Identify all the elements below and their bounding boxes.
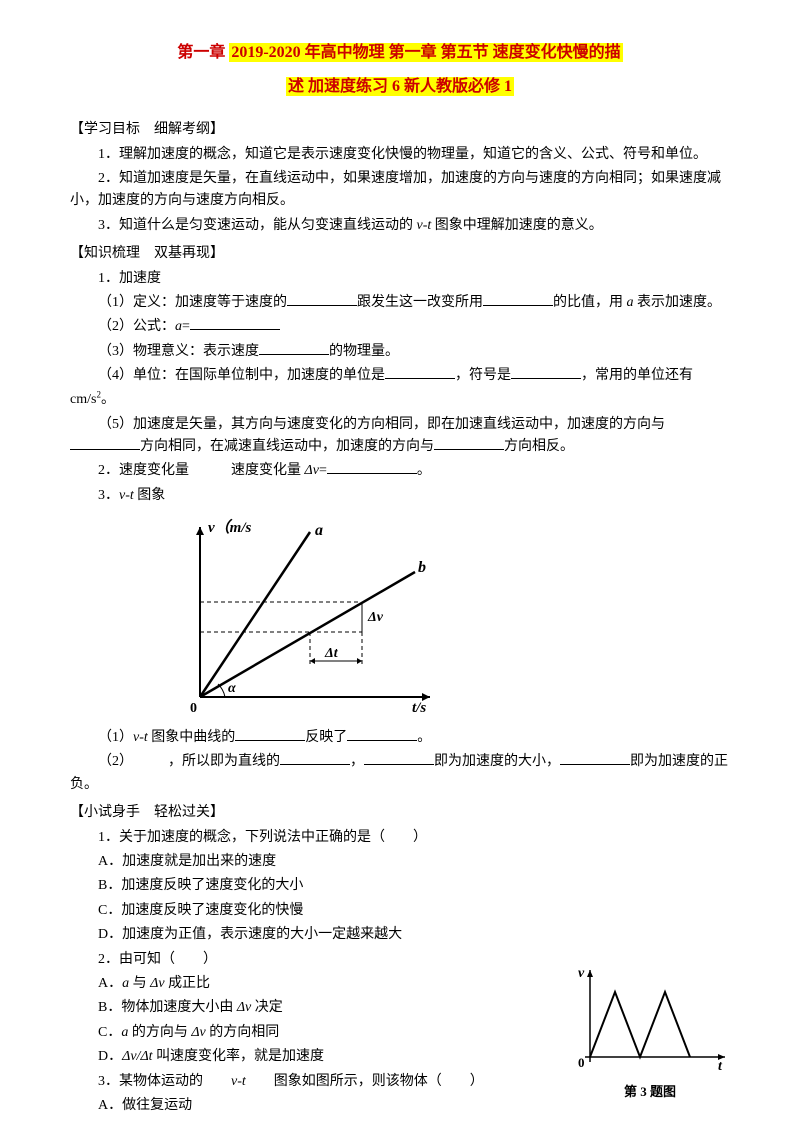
knowledge-2: 2．速度变化量 速度变化量 Δv=。 [70,460,730,482]
k15-pre: （5）加速度是矢量，其方向与速度变化的方向相同，即在加速直线运动中，加速度的方向… [98,417,665,432]
knowledge-1-4: （4）单位：在国际单位制中，加速度的单位是，符号是，常用的单位还有 cm/s2。 [70,365,730,411]
q3-graph: 0 v t 第 3 题图 [570,962,730,1103]
svg-text:t/s: t/s [412,700,426,716]
svg-text:0: 0 [190,701,197,716]
k2-post: 。 [417,463,431,478]
knowledge-1-2: （2）公式：a= [70,316,730,338]
objectives-header: 【学习目标 细解考纲】 [70,119,730,141]
k14-mid: ，符号是 [455,368,511,383]
knowledge-header: 【知识梳理 双基再现】 [70,243,730,265]
k15-mid: 方向相同，在减速直线运动中，加速度的方向与 [140,439,434,454]
q1: 1．关于加速度的概念，下列说法中正确的是（ ） [70,827,730,849]
title-prefix: 第一章 [177,44,229,61]
title-line-1: 第一章 2019-2020 年高中物理 第一章 第五节 速度变化快慢的描 [70,40,730,66]
svg-text:v（m/s: v（m/s [208,518,251,536]
blank [235,727,305,741]
svg-text:α: α [228,681,236,696]
blank [327,460,417,474]
practice-header: 【小试身手 轻松过关】 [70,802,730,824]
vt-graph: a b Δv Δt α 0 v（m/s t/s [170,517,730,717]
after-graph-1: （1）v-t 图象中曲线的反映了。 [70,727,730,749]
q1a: A．加速度就是加出来的速度 [70,851,730,873]
svg-text:b: b [418,559,426,576]
k15-post: 方向相反。 [504,439,574,454]
ag1-mid: 反映了 [305,730,347,745]
blank [259,341,329,355]
knowledge-item-1: 1．加速度 [70,268,730,290]
k13-post: 的物理量。 [329,344,399,359]
knowledge-1-3: （3）物理意义：表示速度 的物理量。 [70,341,730,363]
title-line-2: 述 加速度练习 6 新人教版必修 1 [70,74,730,100]
blank [287,292,357,306]
blank [364,751,434,765]
k13-pre: （3）物理意义：表示速度 [98,344,259,359]
ag2-mid1: ， [350,754,364,769]
q1b: B．加速度反映了速度变化的大小 [70,875,730,897]
ag2-pre: （2） ，所以即为直线的 [98,754,280,769]
knowledge-1-1: （1）定义：加速度等于速度的 跟发生这一改变所用 的比值，用 a 表示加速度。 [70,292,730,314]
knowledge-3: 3．v-t 图象 [70,485,730,507]
blank [347,727,417,741]
objective-1: 1．理解加速度的概念，知道它是表示速度变化快慢的物理量，知道它的含义、公式、符号… [70,144,730,166]
svg-text:0: 0 [578,1055,585,1070]
objective-2: 2．知道加速度是矢量，在直线运动中，如果速度增加，加速度的方向与速度的方向相同；… [70,168,730,213]
k14-pre: （4）单位：在国际单位制中，加速度的单位是 [98,368,385,383]
svg-text:a: a [315,522,323,539]
blank [434,436,504,450]
blank [560,751,630,765]
q3-graph-caption: 第 3 题图 [570,1082,730,1103]
objective-3: 3．知道什么是匀变速运动，能从匀变速直线运动的 v-t 图象中理解加速度的意义。 [70,215,730,237]
ag2-mid2: 即为加速度的大小， [434,754,560,769]
k11-post: 的比值，用 a 表示加速度。 [553,295,721,310]
svg-text:Δv: Δv [367,610,384,625]
title-highlight-2: 述 加速度练习 6 新人教版必修 1 [286,77,514,96]
svg-text:v: v [578,966,585,981]
blank [70,436,140,450]
blank [511,365,581,379]
title-highlight-1: 2019-2020 年高中物理 第一章 第五节 速度变化快慢的描 [229,43,622,62]
q1c: C．加速度反映了速度变化的快慢 [70,900,730,922]
after-graph-2: （2） ，所以即为直线的，即为加速度的大小，即为加速度的正负。 [70,751,730,796]
q1d: D．加速度为正值，表示速度的大小一定越来越大 [70,924,730,946]
blank [280,751,350,765]
k11-pre: （1）定义：加速度等于速度的 [98,295,287,310]
blank [483,292,553,306]
k11-mid: 跟发生这一改变所用 [357,295,483,310]
blank [385,365,455,379]
svg-text:Δt: Δt [324,646,339,661]
ag1-post: 。 [417,730,431,745]
knowledge-1-5: （5）加速度是矢量，其方向与速度变化的方向相同，即在加速直线运动中，加速度的方向… [70,414,730,459]
svg-text:t: t [718,1059,723,1072]
blank [190,316,280,330]
